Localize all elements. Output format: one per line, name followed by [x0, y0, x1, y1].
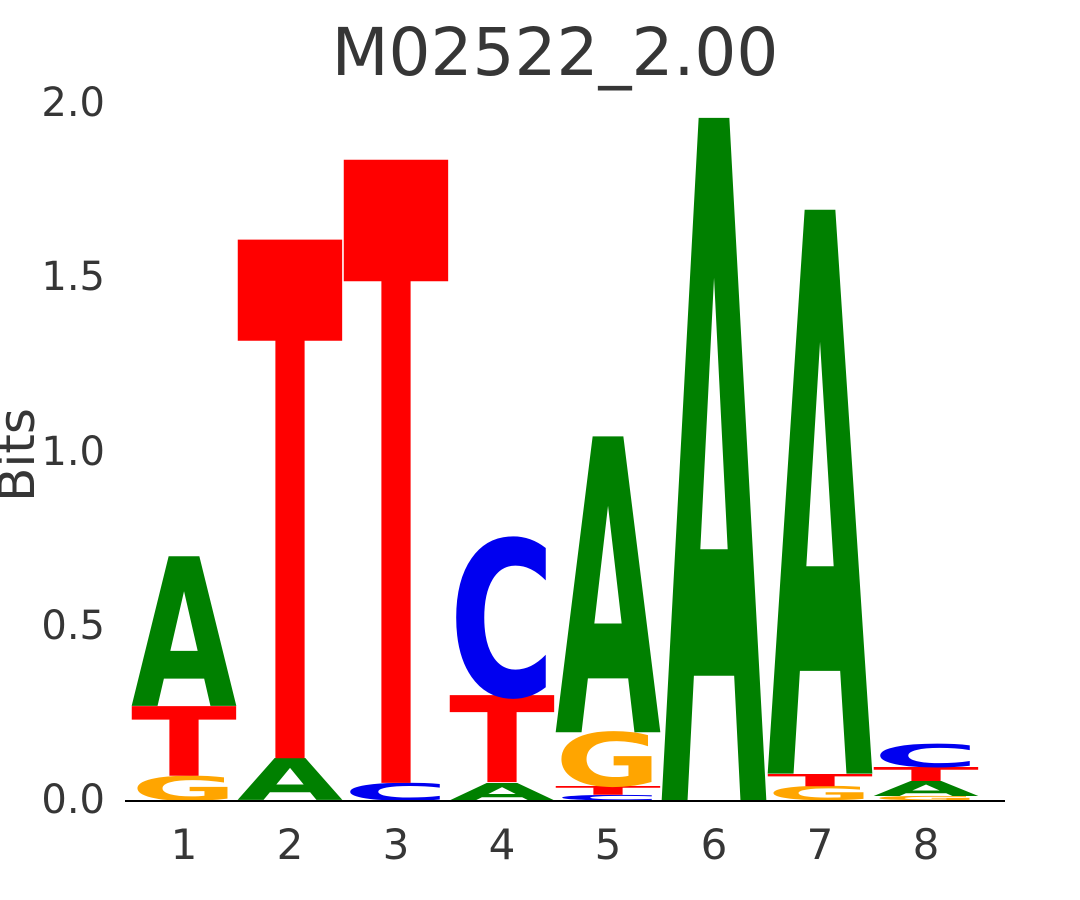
svg-text:A: A [873, 777, 979, 801]
svg-text:C: C [449, 497, 555, 747]
x-tick-label: 4 [488, 820, 516, 869]
svg-text:T: T [555, 784, 661, 798]
y-tick-label: 0.5 [41, 602, 105, 649]
svg-text:T: T [449, 673, 555, 811]
x-tick-label: 7 [806, 820, 834, 869]
x-axis-line [125, 800, 1005, 802]
svg-text:T: T [873, 763, 980, 785]
x-tick-label: 1 [170, 820, 198, 869]
logo-letter-G: G [767, 782, 873, 804]
svg-text:A: A [131, 515, 237, 754]
logo-letter-C: C [449, 497, 555, 747]
x-tick-label: 2 [276, 820, 304, 869]
logo-letter-A: A [555, 355, 662, 828]
svg-text:C: C [873, 738, 979, 775]
y-tick-label: 2.0 [41, 80, 105, 126]
svg-text:A: A [661, 0, 768, 900]
y-tick-label: 1.0 [41, 428, 105, 475]
svg-text:A: A [237, 748, 343, 814]
logo-letter-G: G [873, 795, 979, 802]
svg-text:G: G [555, 718, 661, 804]
svg-text:T: T [237, 99, 344, 900]
svg-text:G: G [873, 795, 979, 802]
y-tick-label: 0.0 [41, 777, 105, 823]
svg-text:A: A [555, 355, 662, 828]
x-tick-label: 8 [912, 820, 940, 869]
logo-letter-T: T [873, 763, 980, 785]
logo-letter-T: T [237, 99, 344, 900]
logo-letter-A: A [131, 515, 237, 754]
svg-text:G: G [767, 782, 873, 804]
logo-letter-G: G [555, 718, 661, 804]
logo-letter-A: A [873, 777, 979, 801]
logo-letter-C: C [555, 793, 661, 801]
logo-letter-T: T [555, 784, 661, 798]
y-tick-label: 1.5 [41, 254, 105, 301]
logo-letter-C: C [873, 738, 979, 775]
logo-letter-T: T [343, 0, 450, 900]
x-tick-label: 5 [594, 820, 622, 869]
svg-text:T: T [131, 687, 237, 798]
svg-text:T: T [767, 771, 873, 790]
logo-letter-T: T [767, 771, 873, 790]
logo-letter-A: A [767, 57, 874, 900]
svg-text:A: A [767, 57, 874, 900]
svg-text:T: T [343, 0, 450, 900]
logo-letter-A: A [661, 0, 768, 900]
chart-title: M02522_2.00 [331, 14, 779, 91]
logo-column-6: A [661, 0, 768, 900]
logo-letter-A: A [237, 748, 343, 814]
x-tick-label: 3 [382, 820, 410, 869]
x-tick-label: 6 [700, 820, 728, 869]
logo-letter-T: T [131, 687, 237, 798]
svg-text:C: C [555, 793, 661, 801]
logo-letter-T: T [449, 673, 555, 811]
